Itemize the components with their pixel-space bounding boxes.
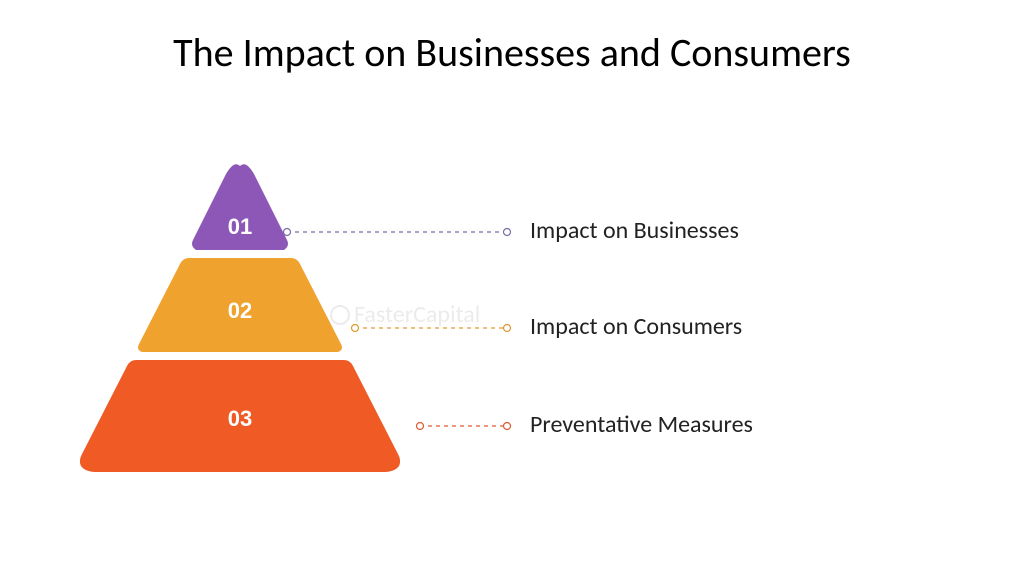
label-1: Impact on Businesses xyxy=(530,216,739,245)
pyramid-level-3-number: 03 xyxy=(228,406,252,431)
label-2: Impact on Consumers xyxy=(530,312,742,341)
page-title: The Impact on Businesses and Consumers xyxy=(0,28,1024,77)
pyramid-level-1: 01 xyxy=(192,164,288,250)
pyramid-level-1-number: 01 xyxy=(228,214,252,239)
connector-1 xyxy=(282,232,512,233)
pyramid-level-3: 03 xyxy=(80,360,400,472)
pyramid-level-2-number: 02 xyxy=(228,298,252,323)
connector-3 xyxy=(415,426,512,427)
connector-2 xyxy=(350,328,512,329)
pyramid-level-2: 02 xyxy=(138,258,342,352)
label-3: Preventative Measures xyxy=(530,410,753,439)
